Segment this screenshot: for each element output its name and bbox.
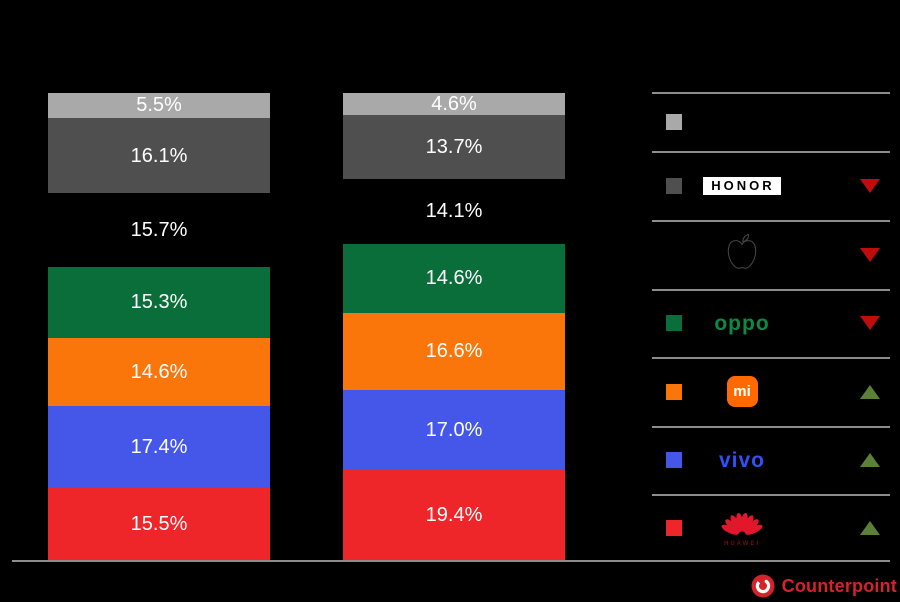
legend-row-vivo: vivo [652,428,890,492]
legend-logo-box: vivo [694,450,790,471]
xiaomi-mi-logo-text: mi [733,383,751,400]
segment-others-bar1: 5.5% [48,92,270,119]
x-axis-line [12,560,890,562]
legend-divider [652,426,890,428]
legend-swatch-oppo [666,315,682,331]
vivo-logo: vivo [718,448,766,472]
segment-oppo-bar2: 14.6% [343,244,565,313]
segment-value-label: 16.6% [425,340,483,363]
huawei-logo-icon: HUAWEI [721,509,763,547]
legend-logo-box: HUAWEI [694,509,790,547]
segment-apple-bar1: 15.7% [48,193,270,267]
segment-huawei-bar1: 15.5% [48,487,270,560]
legend-row-xiaomi: mi [652,359,890,424]
oppo-logo: oppo [714,311,770,335]
counterpoint-logo-icon [751,574,775,598]
legend-divider [652,151,890,153]
trend-down-icon [860,178,880,193]
segment-honor-bar1: 16.1% [48,118,270,194]
legend-row-others [652,94,890,149]
segment-value-label: 16.1% [130,144,188,167]
segment-value-label: 15.5% [130,512,188,535]
legend-swatch-vivo [666,452,682,468]
trend-up-icon [860,453,880,467]
legend-swatch-huawei [666,519,682,536]
legend-divider [652,357,890,359]
trend-down-icon [860,247,880,262]
segment-value-label: 5.5% [136,94,182,117]
counterpoint-brand: Counterpoint [751,574,897,598]
segment-huawei-bar2: 19.4% [343,469,565,560]
legend-logo-box [694,233,790,276]
legend-swatch-honor [666,177,682,194]
stacked-bar-2: 4.6% 13.7% 14.1% 14.6% 16.6% 17.0% 19.4% [343,93,565,560]
legend-swatch-xiaomi [666,383,682,400]
apple-logo-icon [726,233,758,276]
segment-others-bar2: 4.6% [343,92,565,115]
trend-up-icon [860,520,880,535]
legend-logo-box: oppo [694,313,790,334]
segment-oppo-bar1: 15.3% [48,266,270,339]
segment-value-label: 14.1% [425,200,483,223]
segment-honor-bar2: 13.7% [343,114,565,179]
segment-value-label: 19.4% [425,503,483,526]
legend-logo-box: mi [694,376,790,407]
legend-divider [652,494,890,496]
legend-divider [652,92,890,94]
segment-vivo-bar2: 17.0% [343,390,565,470]
segment-vivo-bar1: 17.4% [48,406,270,488]
segment-value-label: 15.7% [130,219,188,242]
stacked-bar-1: 5.5% 16.1% 15.7% 15.3% 14.6% 17.4% 15.5% [48,92,270,560]
segment-value-label: 17.4% [130,436,188,458]
huawei-logo-text: HUAWEI [724,540,760,547]
legend-swatch-apple [666,246,682,263]
segment-xiaomi-bar2: 16.6% [343,312,565,391]
xiaomi-mi-logo: mi [726,376,758,407]
legend-row-huawei: HUAWEI [652,496,890,559]
segment-xiaomi-bar1: 14.6% [48,338,270,407]
segment-value-label: 4.6% [431,92,477,115]
legend-logo-box: HONOR [694,176,790,195]
trend-down-icon [860,316,880,330]
segment-apple-bar2: 14.1% [343,178,565,245]
legend-row-honor: HONOR [652,153,890,218]
legend-swatch-others [666,113,682,130]
trend-up-icon [860,384,880,399]
legend-divider [652,220,890,222]
legend-row-apple [652,222,890,287]
legend-row-oppo: oppo [652,291,890,355]
legend-divider [652,289,890,291]
segment-value-label: 13.7% [425,135,483,158]
segment-value-label: 15.3% [130,291,188,314]
segment-value-label: 14.6% [425,267,483,290]
segment-value-label: 14.6% [130,361,188,384]
segment-value-label: 17.0% [425,418,483,441]
honor-logo: HONOR [703,176,781,195]
counterpoint-brand-text: Counterpoint [781,576,897,596]
